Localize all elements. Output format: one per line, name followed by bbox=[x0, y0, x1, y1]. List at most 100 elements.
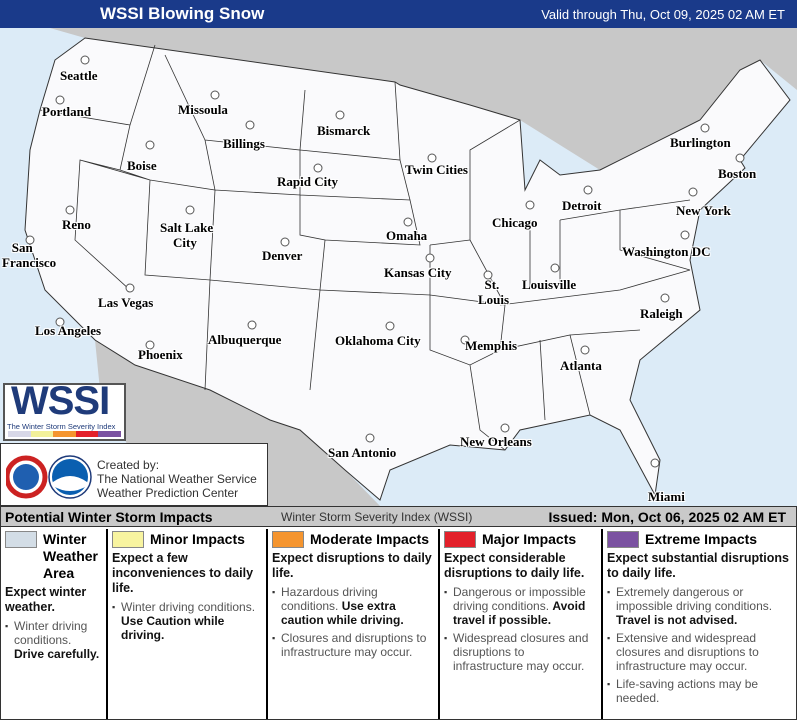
credit-line-2: The National Weather Service bbox=[97, 472, 257, 486]
logo-subtitle: The Winter Storm Severity Index bbox=[7, 422, 116, 431]
city-label: Albuquerque bbox=[208, 332, 282, 347]
logo-color-bar bbox=[8, 431, 121, 437]
impact-bullet: Closures and disruptions to infrastructu… bbox=[272, 631, 434, 659]
city-label: Rapid City bbox=[277, 174, 339, 189]
legend-index: Winter Storm Severity Index (WSSI) bbox=[281, 510, 473, 524]
city-dot bbox=[65, 205, 75, 215]
city-label: Raleigh bbox=[640, 306, 683, 321]
city-label: San Antonio bbox=[328, 445, 397, 460]
city-label: Salt Lake City bbox=[160, 220, 214, 250]
canada-land bbox=[0, 28, 797, 170]
city-label: New Orleans bbox=[460, 434, 532, 449]
city-dot bbox=[425, 253, 435, 263]
impact-bullet: Widespread closures and disruptions to i… bbox=[444, 631, 597, 673]
city-dot bbox=[483, 270, 493, 280]
city-dot bbox=[55, 317, 65, 327]
city-dot bbox=[125, 283, 135, 293]
city-label: St. Louis bbox=[478, 277, 510, 307]
color-swatch bbox=[444, 531, 476, 548]
city-label: Washington DC bbox=[622, 244, 711, 259]
impact-bullet: Life-saving actions may be needed. bbox=[607, 677, 794, 705]
impact-bullet: Dangerous or impossible driving conditio… bbox=[444, 585, 597, 627]
city-dot bbox=[700, 123, 710, 133]
credit-line-3: Weather Prediction Center bbox=[97, 486, 239, 500]
nws-noaa-logos bbox=[6, 455, 92, 499]
city-label: Chicago bbox=[492, 215, 538, 230]
category-description: Expect considerable disruptions to daily… bbox=[444, 551, 585, 580]
impact-bullet: Winter driving conditions. Drive careful… bbox=[5, 619, 102, 661]
category-description: Expect disruptions to daily life. bbox=[272, 551, 432, 580]
city-dot bbox=[660, 293, 670, 303]
issued-time: Issued: Mon, Oct 06, 2025 02 AM ET bbox=[548, 509, 786, 525]
city-label: Kansas City bbox=[384, 265, 452, 280]
city-dot bbox=[185, 205, 195, 215]
color-swatch bbox=[607, 531, 639, 548]
credit-box: Created by: The National Weather Service… bbox=[0, 443, 268, 506]
city-dot bbox=[313, 163, 323, 173]
city-dot bbox=[55, 95, 65, 105]
legend-category-winter: Winter Weather Area Expect winter weather… bbox=[1, 529, 106, 719]
city-dot bbox=[735, 153, 745, 163]
category-title: Major Impacts bbox=[482, 531, 577, 547]
city-dot bbox=[680, 230, 690, 240]
city-label: Denver bbox=[262, 248, 303, 263]
city-dot bbox=[688, 187, 698, 197]
city-label: Reno bbox=[62, 217, 91, 232]
legend-category-minor: Minor Impacts Expect a few inconveniences… bbox=[106, 529, 266, 719]
header-bar: WSSI Blowing Snow Valid through Thu, Oct… bbox=[0, 0, 797, 28]
category-title: Winter Weather Area bbox=[43, 531, 98, 581]
map-area[interactable]: Seattle Portland Missoula Boise Billings Bism… bbox=[0, 28, 797, 506]
conus-land bbox=[24, 37, 791, 501]
city-label: Seattle bbox=[60, 68, 98, 83]
city-label: Twin Cities bbox=[405, 162, 468, 177]
city-dot bbox=[210, 90, 220, 100]
city-label: Memphis bbox=[465, 338, 517, 353]
city-label: Boise bbox=[127, 158, 157, 173]
city-label: Billings bbox=[223, 136, 265, 151]
city-dot bbox=[650, 458, 660, 468]
city-label: Boston bbox=[718, 166, 757, 181]
legend-category-extreme: Extreme Impacts Expect substantial disrup… bbox=[601, 529, 797, 719]
category-description: Expect winter weather. bbox=[5, 585, 87, 614]
city-label: Louisville bbox=[522, 277, 577, 292]
wssi-logo: WSSI The Winter Storm Severity Index bbox=[3, 383, 126, 441]
city-dot bbox=[25, 235, 35, 245]
impacts-legend: Potential Winter Storm Impacts Winter St… bbox=[0, 506, 797, 720]
city-dot bbox=[335, 110, 345, 120]
category-title: Minor Impacts bbox=[150, 531, 245, 547]
city-label: Los Angeles bbox=[35, 323, 102, 338]
city-dot bbox=[460, 335, 470, 345]
city-dot bbox=[583, 185, 593, 195]
city-label: Las Vegas bbox=[98, 295, 154, 310]
legend-header: Potential Winter Storm Impacts Winter St… bbox=[1, 507, 796, 527]
impact-bullet: Extremely dangerous or impossible drivin… bbox=[607, 585, 794, 627]
city-label: San Francisco bbox=[2, 240, 57, 270]
color-swatch bbox=[5, 531, 37, 548]
category-title: Moderate Impacts bbox=[310, 531, 430, 547]
city-label: Omaha bbox=[386, 228, 428, 243]
city-dot bbox=[427, 153, 437, 163]
category-title: Extreme Impacts bbox=[645, 531, 758, 547]
valid-time: Valid through Thu, Oct 09, 2025 02 AM ET bbox=[541, 7, 785, 22]
city-label: Phoenix bbox=[138, 347, 183, 362]
city-label: Detroit bbox=[562, 198, 602, 213]
city-dot bbox=[500, 423, 510, 433]
impact-bullet: Extensive and widespread closures and di… bbox=[607, 631, 794, 673]
city-dot bbox=[385, 321, 395, 331]
city-dot bbox=[247, 320, 257, 330]
city-dot bbox=[80, 55, 90, 65]
logo-title: WSSI bbox=[11, 383, 110, 423]
state-borders bbox=[39, 44, 691, 451]
category-description: Expect a few inconveniences to daily lif… bbox=[112, 551, 254, 595]
city-dot bbox=[365, 433, 375, 443]
city-label: New York bbox=[676, 203, 731, 218]
city-label: Oklahoma City bbox=[335, 333, 421, 348]
legend-category-moderate: Moderate Impacts Expect disruptions to da… bbox=[266, 529, 438, 719]
city-dot bbox=[580, 345, 590, 355]
city-dot bbox=[145, 140, 155, 150]
color-swatch bbox=[112, 531, 144, 548]
color-swatch bbox=[272, 531, 304, 548]
credit-line-1: Created by: bbox=[97, 458, 160, 472]
impact-bullet: Hazardous driving conditions. Use extra … bbox=[272, 585, 434, 627]
city-label: Portland bbox=[42, 104, 92, 119]
